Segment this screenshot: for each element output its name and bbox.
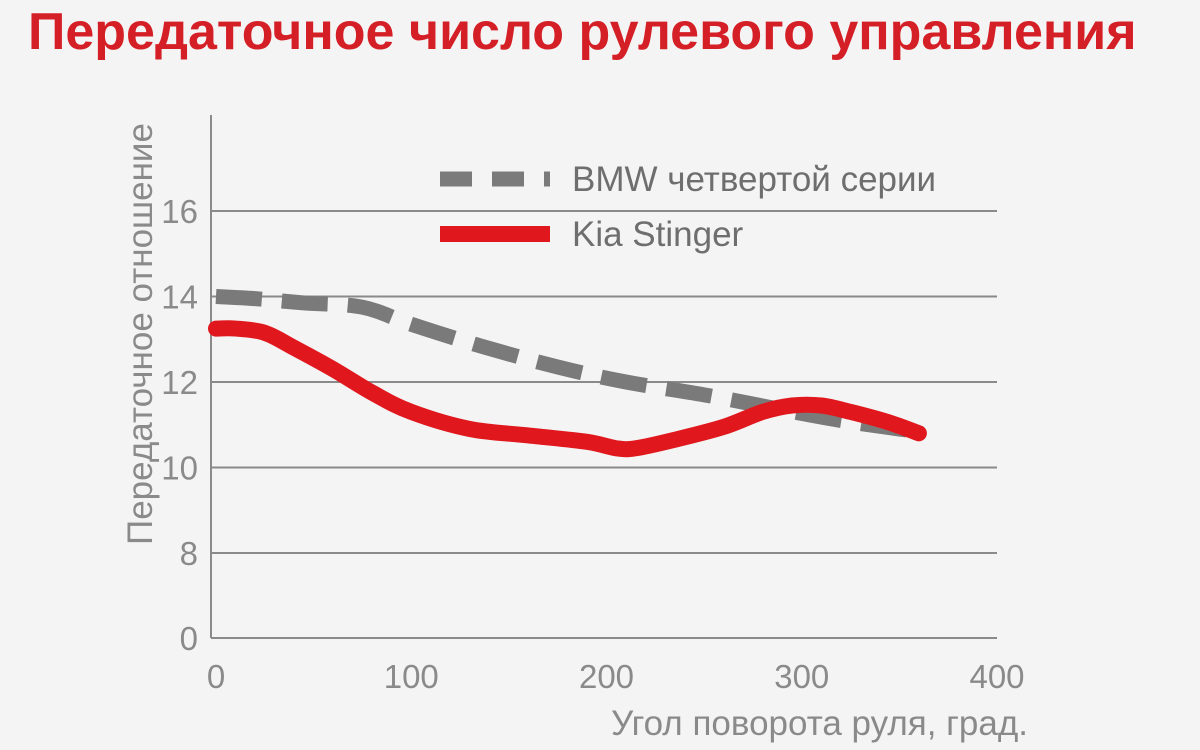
y-tick-labels: 0 8 10 12 14 16 [161, 193, 198, 657]
y-tick-label: 12 [161, 364, 198, 401]
x-tick-label: 400 [969, 658, 1024, 695]
y-tick-label: 16 [161, 193, 198, 230]
y-tick-label: 14 [161, 279, 198, 316]
x-axis-label: Угол поворота руля, град. [611, 704, 1028, 743]
y-tick-label: 0 [180, 620, 198, 657]
series-lines [208, 289, 927, 458]
y-axis-label: Передаточное отношение [121, 123, 160, 545]
chart-title: Передаточное число рулевого управления [28, 3, 1137, 61]
legend-label: BMW четвертой серии [572, 160, 936, 199]
series-line-bmw [215, 289, 920, 439]
x-tick-label: 300 [774, 658, 829, 695]
x-tick-label: 100 [384, 658, 439, 695]
y-tick-label: 8 [180, 535, 198, 572]
x-tick-label: 0 [207, 658, 225, 695]
x-tick-labels: 0 100 200 300 400 [207, 658, 1025, 695]
legend: BMW четвертой серии Kia Stinger [440, 160, 936, 254]
x-tick-label: 200 [579, 658, 634, 695]
series-line-kia [208, 320, 927, 458]
y-tick-label: 10 [161, 450, 198, 487]
legend-label: Kia Stinger [572, 215, 744, 254]
